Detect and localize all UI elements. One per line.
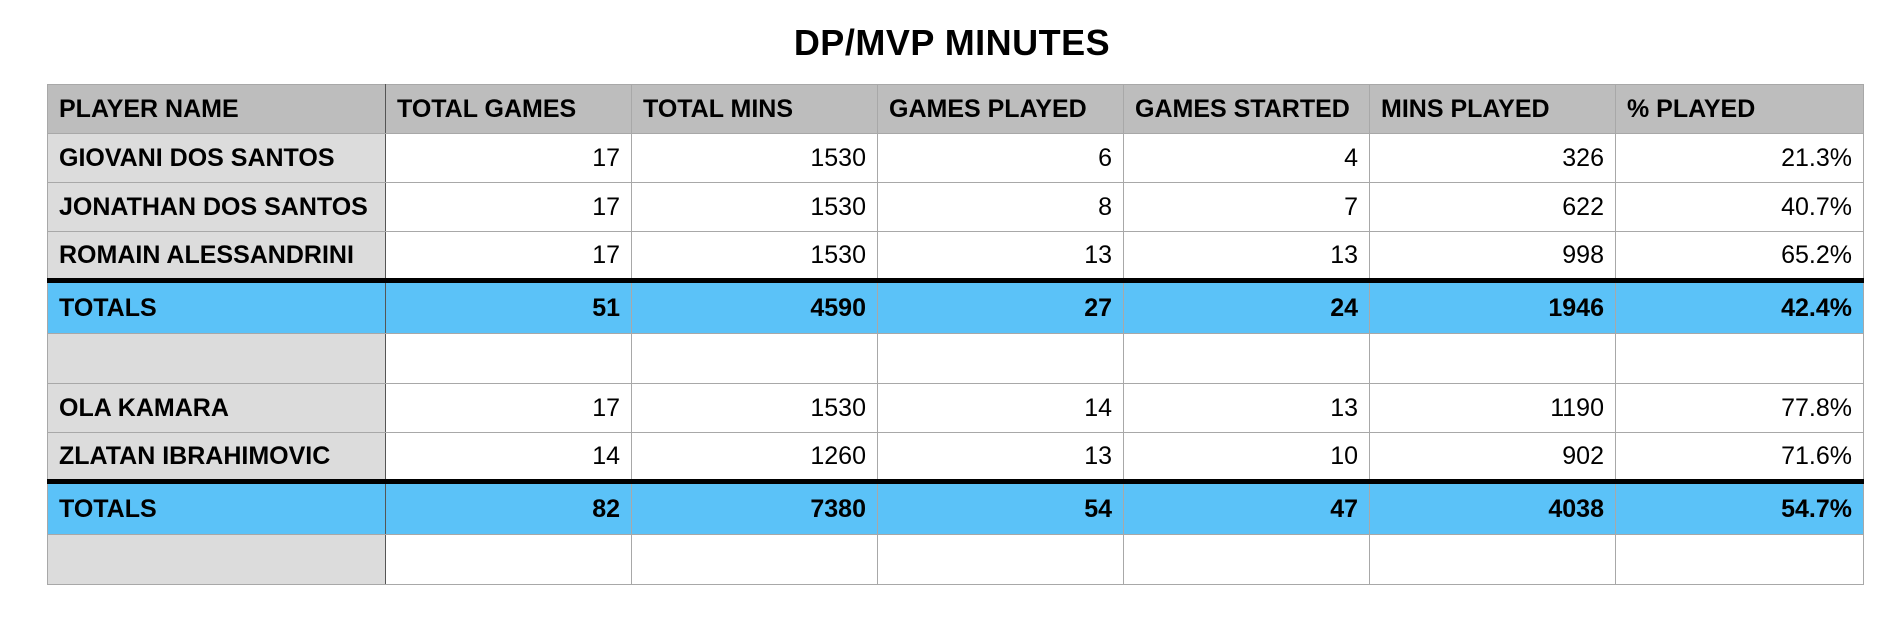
total-mins-cell[interactable]: 1530: [631, 231, 878, 283]
table-row: OLA KAMARA 17 1530 14 13 1190 77.8%: [47, 383, 1864, 433]
player-name-cell[interactable]: GIOVANI DOS SANTOS: [47, 133, 386, 183]
empty-row: [47, 534, 1864, 585]
percent-played-cell[interactable]: 40.7%: [1615, 182, 1864, 232]
games-started-cell[interactable]: 10: [1123, 432, 1370, 484]
games-started-cell[interactable]: 13: [1123, 383, 1370, 433]
totals-total-mins-cell[interactable]: 4590: [631, 280, 878, 334]
total-games-cell[interactable]: 17: [385, 383, 632, 433]
empty-cell[interactable]: [1369, 333, 1616, 384]
header-row: PLAYER NAME TOTAL GAMES TOTAL MINS GAMES…: [47, 84, 1864, 134]
table-row: ROMAIN ALESSANDRINI 17 1530 13 13 998 65…: [47, 231, 1864, 283]
empty-cell[interactable]: [1123, 333, 1370, 384]
totals-row: TOTALS 51 4590 27 24 1946 42.4%: [47, 280, 1864, 334]
header-games-played[interactable]: GAMES PLAYED: [877, 84, 1124, 134]
table-row: ZLATAN IBRAHIMOVIC 14 1260 13 10 902 71.…: [47, 432, 1864, 484]
totals-total-mins-cell[interactable]: 7380: [631, 481, 878, 535]
empty-row: [47, 333, 1864, 384]
mins-played-cell[interactable]: 622: [1369, 182, 1616, 232]
mins-played-cell[interactable]: 1190: [1369, 383, 1616, 433]
percent-played-cell[interactable]: 21.3%: [1615, 133, 1864, 183]
empty-cell[interactable]: [1123, 534, 1370, 585]
total-mins-cell[interactable]: 1260: [631, 432, 878, 484]
empty-cell[interactable]: [631, 534, 878, 585]
empty-cell[interactable]: [385, 534, 632, 585]
header-mins-played[interactable]: MINS PLAYED: [1369, 84, 1616, 134]
totals-total-games-cell[interactable]: 82: [385, 481, 632, 535]
percent-played-cell[interactable]: 77.8%: [1615, 383, 1864, 433]
header-player-name[interactable]: PLAYER NAME: [47, 84, 386, 134]
mins-played-cell[interactable]: 902: [1369, 432, 1616, 484]
empty-cell[interactable]: [47, 333, 386, 384]
player-name-cell[interactable]: ZLATAN IBRAHIMOVIC: [47, 432, 386, 484]
totals-label-cell[interactable]: TOTALS: [47, 280, 386, 334]
games-played-cell[interactable]: 14: [877, 383, 1124, 433]
total-mins-cell[interactable]: 1530: [631, 133, 878, 183]
player-name-cell[interactable]: JONATHAN DOS SANTOS: [47, 182, 386, 232]
games-started-cell[interactable]: 13: [1123, 231, 1370, 283]
mins-played-cell[interactable]: 326: [1369, 133, 1616, 183]
games-played-cell[interactable]: 13: [877, 231, 1124, 283]
empty-cell[interactable]: [877, 534, 1124, 585]
total-games-cell[interactable]: 17: [385, 231, 632, 283]
total-games-cell[interactable]: 17: [385, 133, 632, 183]
header-total-mins[interactable]: TOTAL MINS: [631, 84, 878, 134]
table-row: JONATHAN DOS SANTOS 17 1530 8 7 622 40.7…: [47, 182, 1864, 232]
games-played-cell[interactable]: 13: [877, 432, 1124, 484]
games-played-cell[interactable]: 8: [877, 182, 1124, 232]
empty-cell[interactable]: [1615, 333, 1864, 384]
empty-cell[interactable]: [877, 333, 1124, 384]
totals-percent-played-cell[interactable]: 42.4%: [1615, 280, 1864, 334]
minutes-table: PLAYER NAME TOTAL GAMES TOTAL MINS GAMES…: [47, 84, 1864, 585]
total-mins-cell[interactable]: 1530: [631, 383, 878, 433]
total-games-cell[interactable]: 14: [385, 432, 632, 484]
total-mins-cell[interactable]: 1530: [631, 182, 878, 232]
totals-mins-played-cell[interactable]: 4038: [1369, 481, 1616, 535]
games-played-cell[interactable]: 6: [877, 133, 1124, 183]
header-percent-played[interactable]: % PLAYED: [1615, 84, 1864, 134]
percent-played-cell[interactable]: 71.6%: [1615, 432, 1864, 484]
empty-cell[interactable]: [1369, 534, 1616, 585]
totals-label-cell[interactable]: TOTALS: [47, 481, 386, 535]
games-started-cell[interactable]: 7: [1123, 182, 1370, 232]
header-total-games[interactable]: TOTAL GAMES: [385, 84, 632, 134]
total-games-cell[interactable]: 17: [385, 182, 632, 232]
table-row: GIOVANI DOS SANTOS 17 1530 6 4 326 21.3%: [47, 133, 1864, 183]
games-started-cell[interactable]: 4: [1123, 133, 1370, 183]
totals-row: TOTALS 82 7380 54 47 4038 54.7%: [47, 481, 1864, 535]
empty-cell[interactable]: [385, 333, 632, 384]
totals-games-played-cell[interactable]: 54: [877, 481, 1124, 535]
header-games-started[interactable]: GAMES STARTED: [1123, 84, 1370, 134]
empty-cell[interactable]: [47, 534, 386, 585]
sheet-title: DP/MVP MINUTES: [793, 22, 1111, 63]
totals-games-played-cell[interactable]: 27: [877, 280, 1124, 334]
player-name-cell[interactable]: ROMAIN ALESSANDRINI: [47, 231, 386, 283]
player-name-cell[interactable]: OLA KAMARA: [47, 383, 386, 433]
totals-games-started-cell[interactable]: 24: [1123, 280, 1370, 334]
empty-cell[interactable]: [1615, 534, 1864, 585]
percent-played-cell[interactable]: 65.2%: [1615, 231, 1864, 283]
mins-played-cell[interactable]: 998: [1369, 231, 1616, 283]
empty-cell[interactable]: [631, 333, 878, 384]
totals-percent-played-cell[interactable]: 54.7%: [1615, 481, 1864, 535]
totals-total-games-cell[interactable]: 51: [385, 280, 632, 334]
totals-games-started-cell[interactable]: 47: [1123, 481, 1370, 535]
totals-mins-played-cell[interactable]: 1946: [1369, 280, 1616, 334]
